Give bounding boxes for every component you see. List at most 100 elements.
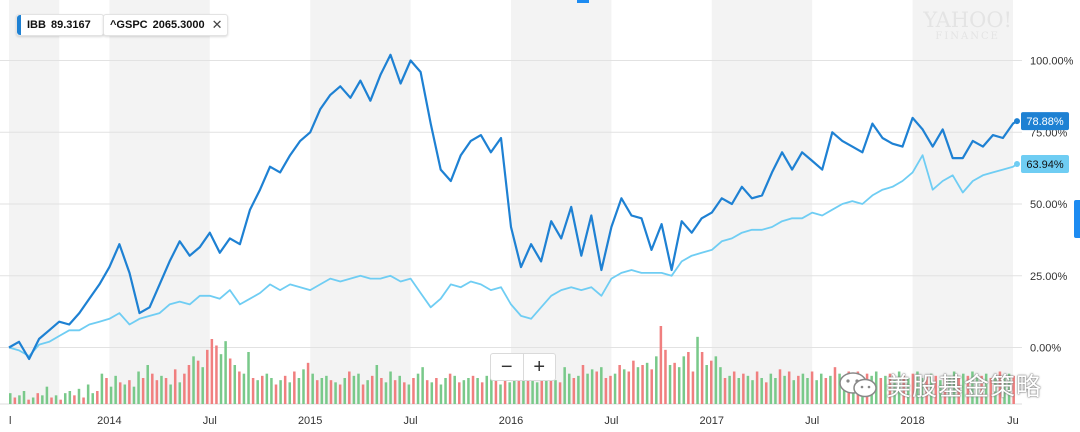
series-lines[interactable] — [8, 53, 1020, 361]
volume-bar — [590, 369, 594, 404]
shaded-band — [109, 0, 210, 404]
x-tick-label: 2016 — [499, 415, 523, 427]
volume-bar — [27, 399, 30, 404]
volume-bar — [829, 375, 832, 404]
volume-bar — [370, 375, 374, 404]
volume-bar — [366, 380, 369, 404]
volume-bar — [659, 326, 663, 404]
volume-bars — [9, 326, 1015, 404]
volume-bar — [737, 378, 741, 404]
volume-bar — [971, 371, 974, 404]
volume-bar — [137, 371, 140, 404]
ibb-line-end-dot — [1014, 118, 1020, 125]
volume-bar — [228, 358, 232, 404]
volume-bar — [980, 375, 983, 404]
volume-bar — [691, 371, 695, 404]
legend-chip-gspc[interactable]: ^GSPC 2065.3000 ✕ — [103, 14, 228, 36]
volume-bar — [728, 375, 731, 404]
volume-bar — [618, 365, 621, 404]
volume-bar — [742, 373, 745, 404]
volume-bar — [256, 380, 259, 404]
volume-bar — [338, 384, 342, 404]
volume-bar — [36, 393, 40, 404]
volume-bar — [141, 378, 145, 404]
ibb-end-label: 78.88% — [1026, 116, 1064, 128]
y-tick-label: 50.00% — [1030, 199, 1068, 211]
volume-bar — [320, 378, 324, 404]
volume-bar — [513, 369, 516, 404]
zoom-out-button[interactable]: − — [500, 356, 513, 378]
ibb-ticker: IBB — [27, 19, 46, 31]
volume-bar — [998, 371, 1002, 404]
volume-bar — [311, 373, 314, 404]
x-tick-label: Jul — [805, 415, 819, 427]
volume-bar — [490, 373, 493, 404]
volume-bar — [41, 395, 44, 404]
volume-bar — [54, 395, 58, 404]
volume-bar — [242, 373, 246, 404]
volume-bar — [210, 339, 214, 404]
volume-bar — [68, 391, 72, 404]
volume-bar — [183, 373, 186, 404]
volume-bar — [581, 365, 585, 404]
zoom-in-button[interactable]: + — [522, 354, 556, 380]
volume-bar — [265, 373, 269, 404]
volume-bar — [797, 375, 800, 404]
volume-bar — [73, 395, 76, 404]
volume-bar — [755, 371, 759, 404]
volume-bar — [178, 382, 182, 404]
volume-bar — [604, 378, 608, 404]
volume-bar — [838, 373, 841, 404]
volume-bar — [114, 375, 117, 404]
volume-bar — [22, 391, 26, 404]
volume-bar — [439, 384, 443, 404]
volume-bar — [118, 382, 122, 404]
volume-bar — [700, 352, 704, 404]
volume-bar — [453, 375, 456, 404]
x-tick-label: 2017 — [700, 415, 724, 427]
volume-bar — [760, 378, 763, 404]
volume-bar — [471, 375, 475, 404]
volume-bar — [939, 380, 942, 404]
volume-bar — [975, 378, 979, 404]
volume-bar — [879, 378, 883, 404]
volume-bar — [650, 369, 653, 404]
volume-bar — [91, 393, 94, 404]
volume-bar — [806, 378, 809, 404]
ibb-line — [8, 53, 1018, 361]
volume-bar — [380, 378, 383, 404]
wechat-icon — [839, 372, 877, 398]
volume-bar — [888, 373, 892, 404]
volume-bar — [215, 345, 218, 404]
gspc-line-end-dot — [1014, 160, 1020, 167]
volume-bar — [558, 382, 562, 404]
volume-bar — [929, 373, 933, 404]
volume-bar — [984, 373, 988, 404]
volume-bar — [403, 382, 406, 404]
volume-bar — [329, 380, 333, 404]
volume-bar — [535, 382, 539, 404]
range-selector-marker[interactable] — [577, 0, 589, 3]
volume-bar — [192, 356, 195, 404]
volume-bar — [169, 384, 172, 404]
volume-bar — [751, 380, 754, 404]
side-panel-handle[interactable] — [1074, 200, 1080, 238]
volume-bar — [911, 373, 915, 404]
volume-bar — [233, 365, 237, 404]
volume-bar — [884, 375, 887, 404]
volume-bar — [206, 349, 209, 404]
volume-bar — [632, 360, 635, 404]
volume-bar — [907, 378, 910, 404]
remove-comparison-close-icon[interactable]: ✕ — [211, 17, 223, 32]
volume-bar — [586, 373, 589, 404]
legend-chip-ibb[interactable]: IBB 89.3167 — [16, 14, 104, 36]
volume-bar — [948, 375, 951, 404]
gspc-value: 2065.3000 — [152, 19, 205, 31]
volume-bar — [664, 349, 667, 404]
volume-bar — [563, 367, 566, 404]
x-tick-label: 2018 — [900, 415, 924, 427]
volume-bar — [160, 375, 163, 404]
volume-bar — [540, 375, 544, 404]
shaded-band — [912, 0, 1013, 404]
y-tick-label: 75.00% — [1030, 127, 1068, 139]
